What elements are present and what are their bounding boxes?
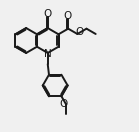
- Text: O: O: [43, 9, 52, 19]
- Text: O: O: [63, 11, 72, 21]
- Text: O: O: [76, 27, 84, 37]
- Text: N: N: [44, 49, 52, 59]
- Text: O: O: [59, 99, 67, 109]
